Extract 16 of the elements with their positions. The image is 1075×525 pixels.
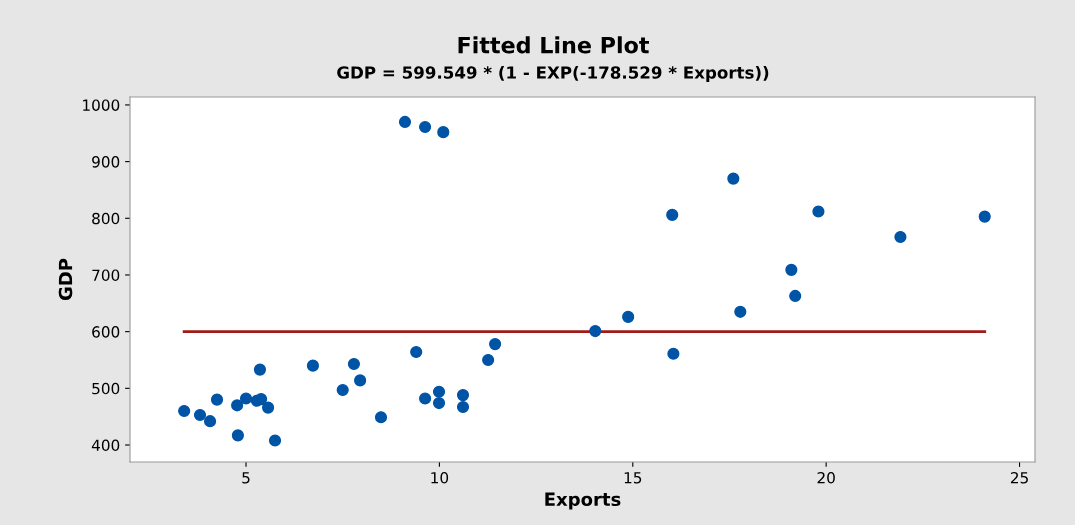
chart-title: Fitted Line Plot xyxy=(458,36,649,54)
x-tick-label: 10 xyxy=(431,471,449,484)
y-tick-label: 800 xyxy=(92,212,120,225)
x-tick-label: 20 xyxy=(817,471,835,484)
y-tick-label: 400 xyxy=(91,439,120,452)
y-tick-label: 1000 xyxy=(83,99,120,111)
chart-subtitle: GDP = 599.549 * (1 - EXP(-178.529 * Exports)) xyxy=(337,65,769,83)
x-tick-label: 5 xyxy=(242,472,250,484)
x-tick-label: 15 xyxy=(624,472,642,484)
y-tick-label: 900 xyxy=(92,156,120,168)
y-tick-label: 500 xyxy=(92,382,120,395)
y-tick-label: 700 xyxy=(92,269,120,281)
y-axis-title: GDP xyxy=(58,258,73,301)
y-tick-label: 600 xyxy=(92,326,120,338)
x-tick-label: 25 xyxy=(1010,471,1028,484)
x-axis-title: Exports xyxy=(545,492,621,510)
